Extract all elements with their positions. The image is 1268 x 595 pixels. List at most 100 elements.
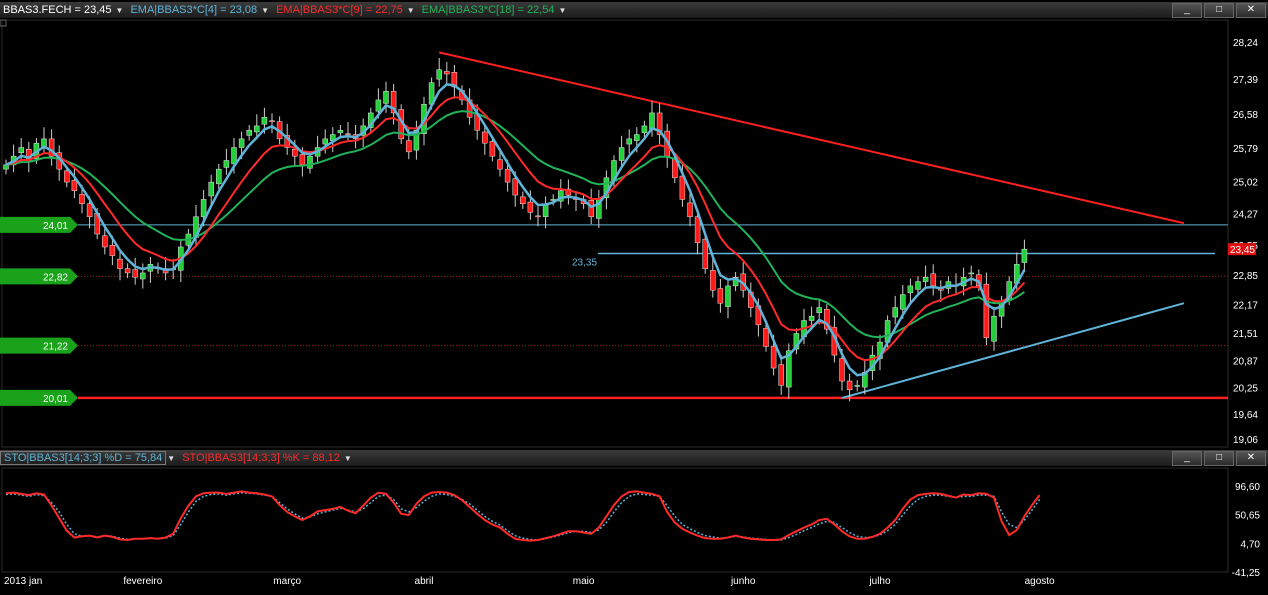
candle-up <box>223 160 230 168</box>
candle-down <box>694 216 701 243</box>
price-y-tick-label: 20,87 <box>1233 357 1258 368</box>
candle-up <box>436 69 442 80</box>
candle-down <box>846 380 853 390</box>
candle-up <box>922 277 929 282</box>
level-tag <box>0 389 78 406</box>
candle-up <box>261 116 268 125</box>
price-y-tick-label: 25,79 <box>1233 144 1258 155</box>
x-axis-month-label: junho <box>730 576 756 587</box>
candle-down <box>656 112 663 135</box>
candle-down <box>824 309 830 330</box>
price-window-buttons: _ □ ✕ <box>1172 3 1266 18</box>
level-tag-label: 21,22 <box>43 342 68 353</box>
candle-up <box>246 129 252 136</box>
panel-corner-marker <box>0 19 7 27</box>
candle-up <box>254 125 260 133</box>
candle-down <box>839 358 845 382</box>
restore-button[interactable]: □ <box>1204 3 1234 18</box>
level-tag <box>0 337 78 354</box>
candle-down <box>489 141 496 157</box>
price-y-tick-label: 25,02 <box>1233 177 1258 188</box>
candle-down <box>124 268 131 274</box>
candle-down <box>520 196 526 204</box>
candle-down <box>930 273 936 287</box>
oscillator-line <box>5 491 1041 541</box>
candle-up <box>1021 248 1028 263</box>
candle-down <box>345 133 351 135</box>
candle-up <box>375 99 382 112</box>
x-axis-month-label: maio <box>573 576 595 587</box>
oscillator-y-tick-label: 50,65 <box>1235 511 1260 522</box>
candle-down <box>588 200 594 217</box>
candle-up <box>238 138 245 148</box>
price-y-tick-label: 20,25 <box>1233 384 1258 395</box>
candle-up <box>558 190 564 202</box>
minimize-button[interactable]: _ <box>1172 3 1202 18</box>
minimize-button[interactable]: _ <box>1172 451 1202 466</box>
trendline <box>438 51 1185 225</box>
oscillator-y-tick-label: -41,25 <box>1232 568 1261 579</box>
candle-up <box>991 315 997 342</box>
candle-down <box>299 154 306 166</box>
chevron-down-icon[interactable]: ▼ <box>558 5 567 15</box>
candle-down <box>527 201 534 213</box>
price-y-tick-label: 22,17 <box>1233 301 1258 312</box>
candle-up <box>808 315 815 321</box>
price-y-tick-label: 27,39 <box>1233 75 1258 86</box>
candle-down <box>702 238 708 269</box>
x-axis-month-label: 2013 jan <box>4 576 42 587</box>
level-tag-label: 22,82 <box>43 272 68 283</box>
candle-up <box>634 134 640 141</box>
chevron-down-icon[interactable]: ▼ <box>115 5 124 15</box>
trendline <box>841 302 1185 399</box>
candle-down <box>132 269 138 278</box>
level-tag-label: 24,01 <box>43 221 68 232</box>
candle-down <box>497 159 503 170</box>
candle-up <box>231 147 237 165</box>
oscillator-line <box>5 490 1041 542</box>
candle-down <box>86 203 93 217</box>
restore-button[interactable]: □ <box>1204 451 1234 466</box>
candle-up <box>816 307 822 313</box>
candle-up <box>641 125 648 134</box>
sto-header-k: STO|BBAS3[14;3;3] %K = 88,12 <box>182 452 340 464</box>
candle-down <box>778 364 784 386</box>
x-axis-month-label: março <box>273 576 301 587</box>
chevron-down-icon[interactable]: ▼ <box>167 453 176 463</box>
candle-down <box>71 180 78 192</box>
candle-up <box>649 112 655 130</box>
price-y-tick-label: 26,58 <box>1233 110 1258 121</box>
candle-up <box>383 91 389 104</box>
candle-down <box>504 168 511 183</box>
candle-down <box>102 235 108 248</box>
price-y-tick-label: 19,06 <box>1233 435 1258 446</box>
candle-up <box>725 285 731 307</box>
candle-up <box>892 307 898 318</box>
level-tag <box>0 268 78 285</box>
candle-down <box>717 288 724 304</box>
price-header-ema9: EMA|BBAS3*C[9] = 22,75 <box>276 4 403 16</box>
close-button[interactable]: ✕ <box>1236 3 1266 18</box>
candle-down <box>763 328 769 347</box>
chevron-down-icon[interactable]: ▼ <box>343 453 352 463</box>
candle-down <box>406 140 412 153</box>
price-header-ema4: EMA|BBAS3*C[4] = 23,08 <box>130 4 258 16</box>
chevron-down-icon[interactable]: ▼ <box>261 5 270 15</box>
close-button[interactable]: ✕ <box>1236 451 1266 466</box>
ema-line <box>5 110 1025 339</box>
candle-down <box>292 149 298 157</box>
level-tag <box>0 216 78 233</box>
chevron-down-icon[interactable]: ▼ <box>406 5 415 15</box>
candle-up <box>907 285 914 294</box>
candle-up <box>786 350 792 388</box>
level-tag-label: 20,01 <box>43 394 68 405</box>
candle-down <box>269 120 275 122</box>
price-y-tick-label: 28,24 <box>1233 38 1258 49</box>
candle-up <box>208 181 214 197</box>
x-axis-month-label: julho <box>868 576 891 587</box>
price-y-tick-label: 24,27 <box>1233 210 1258 221</box>
candle-up <box>337 129 344 134</box>
price-header-close: BBAS3.FECH = 23,45 <box>3 4 112 16</box>
ema-line <box>5 83 1026 377</box>
